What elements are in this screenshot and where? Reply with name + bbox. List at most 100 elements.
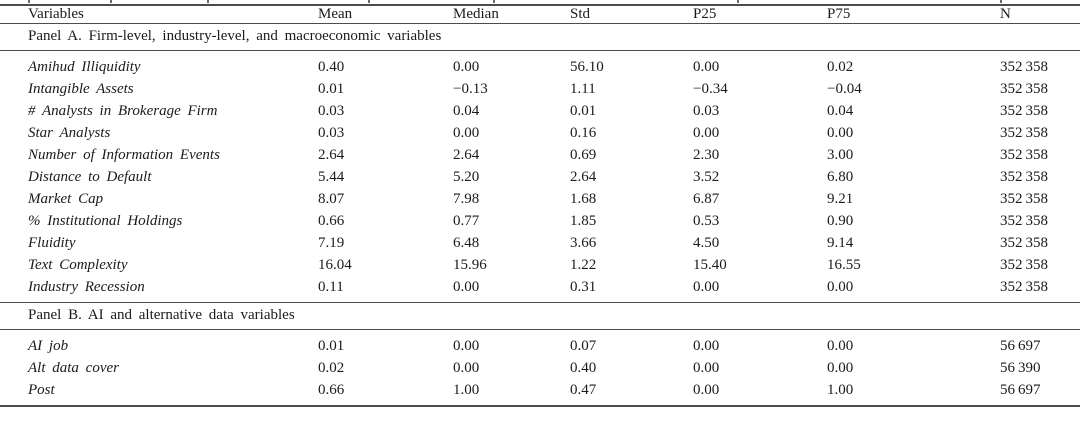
panel-a-label-row: Panel A. Firm-level, industry-level, and… [0, 23, 1080, 51]
glyph-fragment [110, 0, 112, 3]
value-cell: 0.90 [827, 213, 854, 229]
value-cell: 6.87 [693, 191, 720, 207]
value-cell: 5.20 [453, 169, 480, 185]
value-cell: 5.44 [318, 169, 345, 185]
variable-name-cell: Market Cap [28, 191, 104, 207]
value-cell: 352 358 [1000, 169, 1049, 185]
variable-name-cell: # Analysts in Brokerage Firm [28, 103, 218, 119]
value-cell: 0.02 [318, 360, 345, 376]
value-cell: 0.66 [318, 382, 345, 398]
value-cell: 9.21 [827, 191, 854, 207]
variable-name-cell: % Institutional Holdings [28, 213, 183, 229]
variable-name-cell: Alt data cover [28, 360, 119, 376]
value-cell: 0.00 [827, 279, 854, 295]
value-cell: 0.00 [693, 338, 720, 354]
table-row: % Institutional Holdings 0.66 0.77 1.85 0.53… [0, 210, 1080, 232]
value-cell: 15.40 [693, 257, 727, 273]
value-cell: 0.77 [453, 213, 480, 229]
value-cell: 1.22 [570, 257, 597, 273]
value-cell: 1.68 [570, 191, 597, 207]
value-cell: 6.48 [453, 235, 480, 251]
table-row: AI job 0.01 0.00 0.07 0.00 0.00 56 697 [0, 330, 1080, 358]
value-cell: 16.04 [318, 257, 352, 273]
table-row: Number of Information Events 2.64 2.64 0.69… [0, 144, 1080, 166]
table-row: Alt data cover 0.02 0.00 0.40 0.00 0.00 56 390 [0, 357, 1080, 379]
value-cell: 352 358 [1000, 103, 1049, 119]
value-cell: 0.00 [693, 382, 720, 398]
column-header-variables: Variables [28, 6, 84, 22]
table-header: Variables Mean Median Std P25 P75 N [0, 5, 1080, 24]
value-cell: 352 358 [1000, 81, 1049, 97]
value-cell: 0.00 [693, 360, 720, 376]
value-cell: 0.07 [570, 338, 597, 354]
value-cell: 352 358 [1000, 257, 1049, 273]
clipped-caption-remnant [0, 0, 1080, 4]
value-cell: 0.00 [827, 338, 854, 354]
value-cell: 352 358 [1000, 235, 1049, 251]
value-cell: 2.64 [318, 147, 345, 163]
value-cell: 0.03 [693, 103, 720, 119]
value-cell: −0.04 [827, 81, 862, 97]
table-row: Text Complexity 16.04 15.96 1.22 15.40 16.55 3… [0, 254, 1080, 276]
value-cell: 0.02 [827, 59, 854, 75]
value-cell: 352 358 [1000, 147, 1049, 163]
glyph-fragment [493, 0, 495, 3]
table-row: Post 0.66 1.00 0.47 0.00 1.00 56 697 [0, 379, 1080, 406]
value-cell: 0.00 [827, 125, 854, 141]
value-cell: 0.01 [318, 338, 345, 354]
value-cell: 3.00 [827, 147, 854, 163]
value-cell: 56 390 [1000, 360, 1041, 376]
value-cell: 0.40 [318, 59, 345, 75]
value-cell: 56.10 [570, 59, 604, 75]
value-cell: 3.66 [570, 235, 597, 251]
column-header-n: N [1000, 6, 1011, 22]
value-cell: 7.98 [453, 191, 480, 207]
value-cell: 8.07 [318, 191, 345, 207]
value-cell: 0.03 [318, 103, 345, 119]
value-cell: 1.00 [453, 382, 480, 398]
value-cell: 0.00 [453, 338, 480, 354]
glyph-fragment [368, 0, 370, 3]
value-cell: 352 358 [1000, 191, 1049, 207]
glyph-fragment [1000, 0, 1002, 3]
variable-name-cell: Number of Information Events [28, 147, 220, 163]
value-cell: 1.00 [827, 382, 854, 398]
panel-b-label: Panel B. AI and alternative data variabl… [28, 307, 295, 323]
panel-b: Panel B. AI and alternative data variabl… [0, 302, 1080, 407]
column-header-median: Median [453, 6, 499, 22]
value-cell: 0.53 [693, 213, 720, 229]
value-cell: 0.66 [318, 213, 345, 229]
glyph-fragment [28, 0, 30, 3]
value-cell: 0.11 [318, 279, 344, 295]
value-cell: 352 358 [1000, 213, 1049, 229]
panel-a: Panel A. Firm-level, industry-level, and… [0, 23, 1080, 303]
value-cell: 4.50 [693, 235, 720, 251]
variable-name-cell: Star Analysts [28, 125, 111, 141]
column-header-p25: P25 [693, 6, 717, 22]
variable-name-cell: Text Complexity [28, 257, 128, 273]
table-row: Intangible Assets 0.01 −0.13 1.11 −0.34 −0.04… [0, 78, 1080, 100]
table-row: Market Cap 8.07 7.98 1.68 6.87 9.21 352 358 [0, 188, 1080, 210]
value-cell: 0.00 [693, 59, 720, 75]
value-cell: 0.16 [570, 125, 597, 141]
variable-name-cell: Industry Recession [28, 279, 145, 295]
value-cell: 9.14 [827, 235, 854, 251]
column-header-std: Std [570, 6, 591, 22]
value-cell: 0.31 [570, 279, 597, 295]
value-cell: 0.00 [453, 125, 480, 141]
panel-b-label-row: Panel B. AI and alternative data variabl… [0, 302, 1080, 330]
value-cell: 0.00 [453, 59, 480, 75]
table-row: Amihud Illiquidity 0.40 0.00 56.10 0.00 0.02 3… [0, 51, 1080, 79]
table-row: # Analysts in Brokerage Firm 0.03 0.04 0.01… [0, 100, 1080, 122]
value-cell: 0.01 [318, 81, 345, 97]
value-cell: 0.40 [570, 360, 597, 376]
value-cell: 0.00 [693, 279, 720, 295]
value-cell: 2.30 [693, 147, 720, 163]
glyph-fragment [207, 0, 209, 3]
variable-name-cell: Post [28, 382, 55, 398]
value-cell: 7.19 [318, 235, 345, 251]
value-cell: 1.11 [570, 81, 596, 97]
value-cell: −0.34 [693, 81, 728, 97]
variable-name-cell: Fluidity [28, 235, 76, 251]
